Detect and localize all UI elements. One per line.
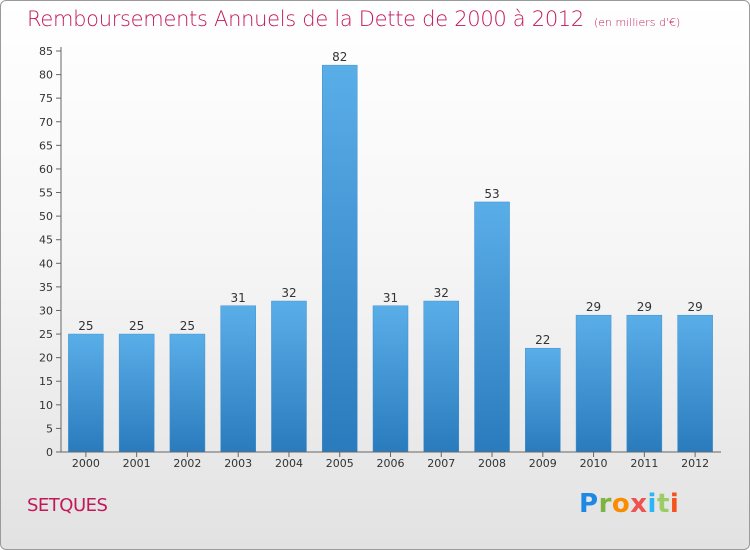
bar-2001 bbox=[118, 333, 155, 453]
x-tick-label: 2007 bbox=[427, 457, 455, 470]
y-tick-label: 65 bbox=[39, 139, 53, 152]
bar-value-label: 32 bbox=[281, 286, 296, 300]
logo-letter: i bbox=[669, 489, 680, 519]
y-tick-label: 80 bbox=[39, 69, 53, 82]
bar-value-label: 25 bbox=[78, 319, 93, 333]
y-tick-label: 60 bbox=[39, 163, 53, 176]
x-tick-label: 2003 bbox=[224, 457, 252, 470]
x-tick-label: 2002 bbox=[173, 457, 201, 470]
bar-value-label: 22 bbox=[535, 333, 550, 347]
x-tick-label: 2005 bbox=[326, 457, 354, 470]
logo-letter: P bbox=[579, 489, 599, 519]
y-tick-label: 20 bbox=[39, 352, 53, 365]
x-tick-label: 2001 bbox=[123, 457, 151, 470]
bar-2007 bbox=[423, 300, 460, 453]
bar-2000 bbox=[68, 333, 104, 453]
chart-title-text: Remboursements Annuels de la Dette de 20… bbox=[27, 7, 584, 31]
y-tick-label: 35 bbox=[39, 281, 53, 294]
y-tick-label: 30 bbox=[39, 304, 53, 317]
chart-subtitle: (en milliers d'€) bbox=[594, 16, 681, 29]
y-tick-label: 85 bbox=[39, 45, 53, 58]
logo-letter: i bbox=[647, 489, 657, 519]
town-name: SETQUES bbox=[27, 495, 108, 516]
logo-letter: o bbox=[611, 489, 631, 519]
x-tick-label: 2012 bbox=[681, 457, 709, 470]
x-tick-label: 2011 bbox=[630, 457, 658, 470]
bar-2011 bbox=[626, 314, 663, 453]
bar-2005 bbox=[321, 64, 358, 453]
logo-letter: r bbox=[598, 489, 612, 519]
bar-2004 bbox=[271, 300, 307, 453]
x-tick-label: 2009 bbox=[529, 457, 557, 470]
y-tick-label: 40 bbox=[39, 257, 53, 270]
bars: 25 25 25 31 32 82 31 32 53 22 29 29 29 bbox=[68, 50, 713, 453]
proxiti-logo: Proxiti bbox=[579, 489, 679, 519]
y-tick-label: 25 bbox=[39, 328, 53, 341]
x-axis: 2000 2001 2002 2003 2004 2005 2006 2007 2008 2009… bbox=[61, 451, 721, 470]
y-tick-label: 55 bbox=[39, 187, 53, 200]
x-tick-label: 2010 bbox=[580, 457, 608, 470]
logo-letter: t bbox=[656, 489, 670, 519]
bar-2006 bbox=[372, 305, 409, 453]
y-tick-label: 10 bbox=[39, 399, 53, 412]
y-tick-label: 70 bbox=[39, 116, 53, 129]
bar-value-label: 29 bbox=[586, 300, 601, 314]
y-tick-label: 75 bbox=[39, 92, 53, 105]
bar-value-label: 31 bbox=[231, 291, 246, 305]
chart-title: Remboursements Annuels de la Dette de 20… bbox=[27, 7, 680, 31]
bar-2010 bbox=[575, 314, 612, 453]
bar-value-label: 29 bbox=[687, 300, 702, 314]
y-tick-label: 45 bbox=[39, 234, 53, 247]
bar-value-label: 82 bbox=[332, 50, 347, 64]
x-tick-label: 2008 bbox=[478, 457, 506, 470]
bar-2012 bbox=[677, 314, 713, 453]
y-tick-label: 5 bbox=[46, 422, 53, 435]
y-tick-label: 15 bbox=[39, 375, 53, 388]
y-tick-label: 50 bbox=[39, 210, 53, 223]
y-tick-label: 0 bbox=[46, 446, 53, 459]
x-tick-label: 2006 bbox=[377, 457, 405, 470]
bar-value-label: 25 bbox=[129, 319, 144, 333]
bar-value-label: 32 bbox=[434, 286, 449, 300]
x-tick-label: 2004 bbox=[275, 457, 303, 470]
bar-value-label: 53 bbox=[484, 187, 499, 201]
bar-value-label: 29 bbox=[637, 300, 652, 314]
bar-value-label: 25 bbox=[180, 319, 195, 333]
x-tick-label: 2000 bbox=[72, 457, 100, 470]
bar-2008 bbox=[474, 201, 510, 453]
logo-letter: x bbox=[630, 489, 648, 519]
bar-2003 bbox=[220, 305, 256, 453]
bar-2002 bbox=[169, 333, 206, 453]
bar-2009 bbox=[525, 347, 561, 453]
y-axis: 0 5 10 15 20 25 30 35 40 45 50 55 60 65 70 75 80 85 bbox=[39, 45, 62, 459]
bar-value-label: 31 bbox=[383, 291, 398, 305]
